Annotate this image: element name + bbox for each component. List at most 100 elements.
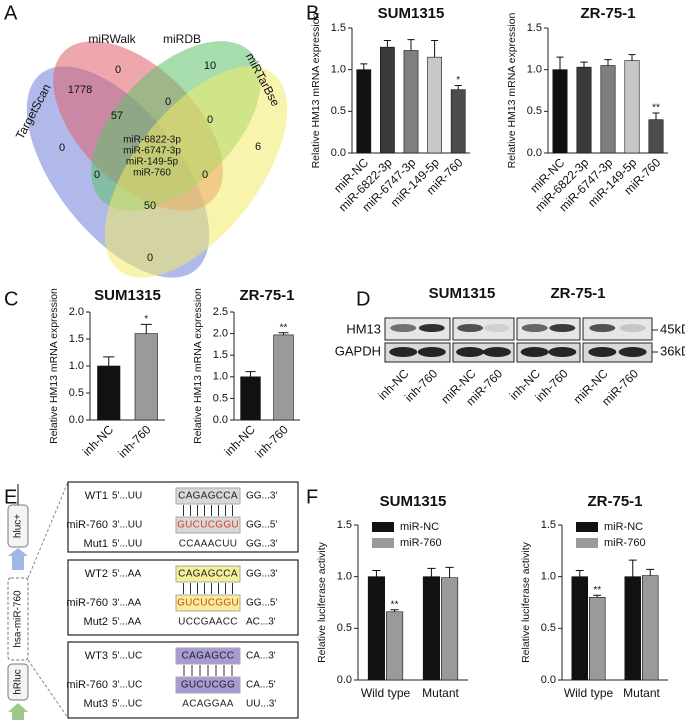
error-bar (360, 63, 368, 70)
x-tick-label: inh-760 (115, 422, 153, 460)
blot-size: 36kD (660, 343, 685, 358)
y-tick-label: 0.5 (527, 105, 542, 117)
sequence-left: 5'...UC (112, 699, 142, 710)
y-tick-label: 1.0 (541, 571, 556, 583)
gene-label: hluc+ (13, 514, 24, 538)
panel-label: F (306, 486, 318, 508)
band (483, 324, 510, 332)
y-tick-label: 0.5 (541, 622, 556, 634)
significance: * (144, 314, 148, 325)
venn-count: 10 (204, 60, 216, 72)
y-axis-label: Relative luciferase activity (520, 541, 532, 663)
panel-label: E (4, 486, 17, 508)
venn-count: 0 (147, 252, 153, 264)
venn-count: 0 (59, 142, 65, 154)
legend-label: miR-NC (400, 521, 439, 533)
error-bar (431, 40, 439, 58)
y-tick-label: 1.5 (337, 519, 352, 531)
x-tick-label: Wild type (564, 686, 614, 700)
venn-mirna: miR-6822-3p (123, 135, 181, 146)
band (456, 347, 485, 357)
western-blot: SUM1315 ZR-75-1 HM13 GAPDH 45kD 36kD inh… (335, 285, 685, 408)
bar (367, 576, 385, 681)
venn-count: 0 (202, 169, 208, 181)
bar (624, 60, 640, 154)
sequence-core: UCCGAACC (178, 617, 238, 628)
venn-count: 50 (144, 200, 156, 212)
chart-title: ZR-75-1 (239, 287, 294, 304)
sequence-left: 5'...AA (112, 617, 141, 628)
error-bar (245, 371, 256, 377)
sequence-core: CAGAGCCA (178, 491, 238, 502)
venn-set-label: miRDB (163, 32, 201, 46)
y-tick-label: 0.0 (527, 147, 542, 159)
error-bar (604, 59, 612, 66)
legend-swatch (372, 522, 394, 532)
blot-box (582, 317, 653, 341)
insert-box (7, 577, 29, 661)
gene-box (7, 663, 29, 701)
sequence-box (67, 559, 299, 636)
error-bar (103, 356, 115, 366)
sequence-left: 5'...AA (112, 569, 141, 580)
chart-title: ZR-75-1 (587, 493, 642, 510)
band (389, 347, 418, 357)
venn-count: 0 (165, 96, 171, 108)
significance: ** (652, 103, 660, 114)
band (619, 324, 646, 332)
x-tick-label: Mutant (422, 686, 459, 700)
lane-label: inh-760 (402, 366, 440, 404)
significance: ** (391, 599, 399, 610)
core-highlight (175, 565, 241, 583)
gene-box (7, 504, 29, 548)
legend-label: miR-NC (604, 521, 643, 533)
blot-box (452, 317, 515, 341)
guide-line (27, 481, 69, 579)
error-bar (427, 567, 436, 577)
construct: hluc+ hsa-miR-760 hRluc (7, 481, 69, 720)
y-tick-label: 2.0 (213, 328, 228, 340)
y-tick-label: 1.0 (331, 64, 346, 76)
y-axis-label: Relative luciferase activity (316, 541, 328, 663)
legend-swatch (372, 538, 394, 548)
sequence-right: GG...3' (246, 569, 277, 580)
y-tick-label: 0.0 (331, 147, 346, 159)
bar (240, 376, 261, 421)
bar (571, 576, 589, 681)
blot-box (384, 317, 451, 341)
sequence-left: 3'...AA (112, 598, 141, 609)
x-tick-label: inh-760 (253, 422, 291, 460)
error-bar (445, 566, 454, 578)
core-highlight (175, 516, 241, 534)
sequence-left: 5'...UU (112, 491, 142, 502)
venn-count: 57 (111, 110, 123, 122)
bar (624, 576, 642, 681)
band (588, 347, 617, 357)
error-bar (575, 569, 584, 577)
sequence-name: miR-760 (66, 597, 108, 609)
arrow (8, 703, 28, 720)
blot-protein: HM13 (346, 321, 381, 336)
sequence-right: CA...3' (246, 651, 276, 662)
panel-label: C (4, 288, 18, 310)
venn-count: 0 (207, 114, 213, 126)
y-tick-label: 1.5 (527, 22, 542, 34)
y-tick-label: 1.5 (213, 349, 228, 361)
sequence-name: Mut2 (84, 616, 108, 628)
bar (134, 333, 158, 421)
bar (576, 66, 592, 154)
panel-label: A (4, 2, 18, 24)
sequence-core: GUCUCGG (181, 680, 235, 691)
venn-count: 0 (94, 169, 100, 181)
bar (422, 576, 440, 681)
sequence-right: GG...5' (246, 520, 277, 531)
sequence-right: CA...5' (246, 680, 276, 691)
x-tick-label: Wild type (361, 686, 411, 700)
band (457, 324, 484, 332)
blot-box (516, 317, 581, 341)
sequence-core: GUCUCGGU (177, 598, 239, 609)
blot-title: ZR-75-1 (550, 285, 605, 302)
sequence-right: GG...5' (246, 598, 277, 609)
y-tick-label: 1.0 (69, 360, 84, 372)
chart-title: SUM1315 (94, 287, 161, 304)
